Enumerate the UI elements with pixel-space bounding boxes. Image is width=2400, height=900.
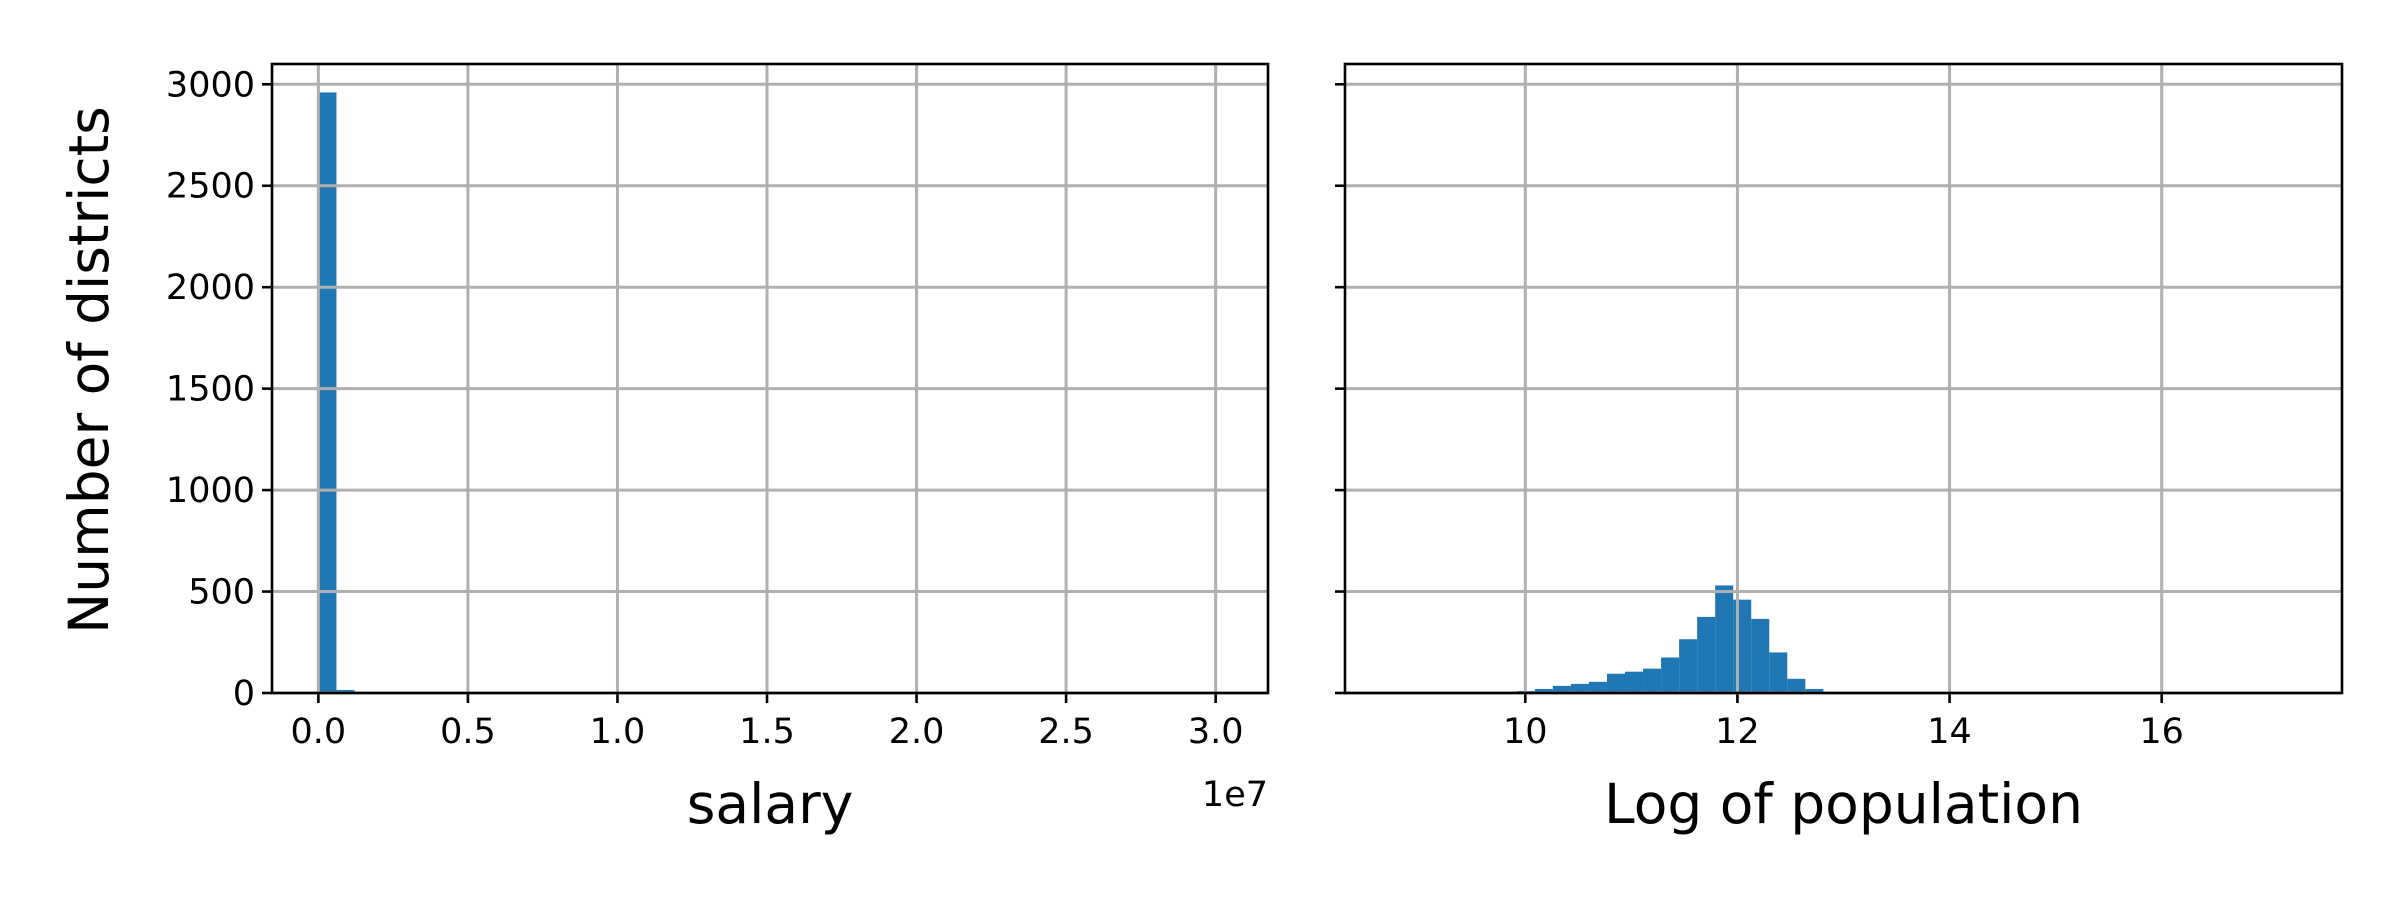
- log-population-bar: [1606, 673, 1626, 693]
- log-population-x-tick-label: 12: [1715, 712, 1760, 752]
- log-population-bar: [1679, 639, 1698, 693]
- log-population-x-tick-label: 16: [2139, 712, 2184, 752]
- salary-plot-frame: [270, 62, 1270, 695]
- salary-y-tick-label: 2000: [166, 268, 255, 308]
- salary-x-axis-label: salary: [687, 772, 854, 836]
- salary-y-tick-label: 1500: [166, 370, 255, 410]
- log-population-bar: [1751, 618, 1770, 693]
- salary-x-tick-label: 3.0: [1188, 712, 1244, 752]
- salary-x-offset-label: 1e7: [1202, 775, 1268, 815]
- salary-y-tick-label: 500: [188, 573, 255, 613]
- salary-y-tick-label: 3000: [166, 65, 255, 105]
- salary-x-tick-label: 0.5: [440, 712, 496, 752]
- salary-x-tick-label: 1.5: [739, 712, 795, 752]
- log-population-x-tick-label: 10: [1503, 712, 1548, 752]
- log-population-bar: [1625, 671, 1644, 693]
- log-population-x-tick-label: 14: [1927, 712, 1972, 752]
- salary-y-tick-label: 2500: [166, 167, 255, 207]
- log-population-bar: [1661, 657, 1680, 693]
- log-population-bar: [1733, 599, 1752, 693]
- salary-y-tick-label: 0: [233, 674, 255, 714]
- salary-x-tick-label: 1.0: [590, 712, 646, 752]
- log-population-bar: [1534, 688, 1553, 693]
- log-population-bar: [1715, 585, 1734, 693]
- log-population-bar: [1805, 688, 1824, 693]
- salary-bar: [336, 689, 355, 693]
- salary-x-tick-label: 0.0: [291, 712, 347, 752]
- log-population-bar: [1552, 685, 1571, 693]
- log-population-bar: [1588, 681, 1607, 693]
- log-population-bar: [1769, 652, 1788, 693]
- salary-x-tick-label: 2.5: [1038, 712, 1094, 752]
- log-population-bar: [1787, 678, 1806, 693]
- log-population-x-axis-label: Log of population: [1604, 772, 2083, 836]
- salary-x-tick-label: 2.0: [889, 712, 945, 752]
- salary-y-tick-label: 1000: [166, 471, 255, 511]
- y-axis-label: Number of districts: [57, 106, 121, 634]
- salary-bar: [318, 92, 337, 694]
- log-population-plot-frame: [1343, 62, 2344, 695]
- log-population-bar: [1643, 668, 1662, 693]
- log-population-bar: [1697, 616, 1716, 693]
- log-population-bar: [1570, 683, 1589, 693]
